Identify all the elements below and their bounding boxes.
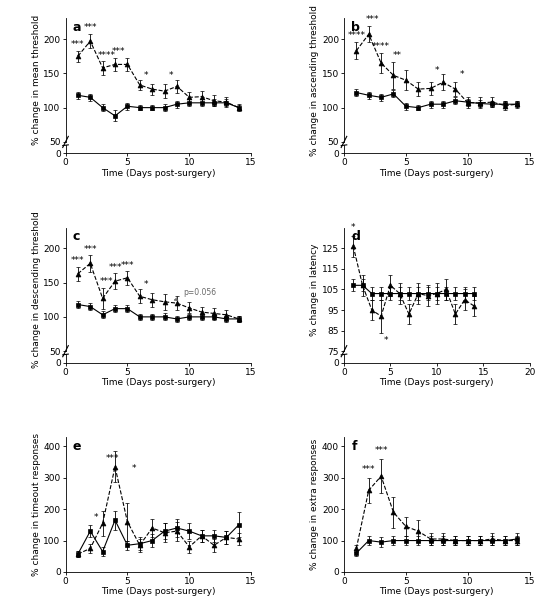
Text: ****: **** (372, 42, 390, 50)
Text: a: a (73, 21, 81, 34)
Text: ***: *** (84, 23, 97, 32)
Text: ***: *** (375, 446, 388, 455)
Text: ***: *** (362, 465, 376, 474)
Text: p=0.056: p=0.056 (174, 288, 216, 301)
Text: ***: *** (99, 277, 113, 286)
Text: ***: *** (121, 261, 134, 269)
Text: *: * (144, 280, 148, 289)
Text: f: f (352, 440, 357, 453)
Text: ****: **** (347, 31, 365, 41)
Text: ****: **** (97, 50, 115, 60)
Text: *: * (94, 514, 99, 522)
Y-axis label: % change in mean threshold: % change in mean threshold (32, 15, 40, 145)
Y-axis label: % change in ascending threshold: % change in ascending threshold (310, 5, 319, 156)
Text: *: * (351, 223, 355, 232)
Text: ***: *** (108, 263, 122, 272)
Text: *: * (383, 336, 388, 345)
Text: ***: *** (84, 245, 97, 254)
Text: ***: *** (106, 454, 119, 462)
X-axis label: Time (Days post-surgery): Time (Days post-surgery) (379, 378, 494, 387)
Text: c: c (73, 230, 80, 243)
X-axis label: Time (Days post-surgery): Time (Days post-surgery) (101, 378, 216, 387)
X-axis label: Time (Days post-surgery): Time (Days post-surgery) (379, 587, 494, 596)
X-axis label: Time (Days post-surgery): Time (Days post-surgery) (379, 169, 494, 178)
X-axis label: Time (Days post-surgery): Time (Days post-surgery) (101, 169, 216, 178)
Text: **: ** (393, 50, 402, 60)
Text: *: * (132, 464, 136, 473)
Text: ***: *** (366, 15, 379, 24)
Text: ***: *** (112, 47, 126, 56)
Text: ***: *** (71, 256, 85, 266)
Y-axis label: % change in timeout responses: % change in timeout responses (32, 433, 40, 576)
X-axis label: Time (Days post-surgery): Time (Days post-surgery) (101, 587, 216, 596)
Text: ***: *** (71, 39, 85, 49)
Text: e: e (73, 440, 81, 453)
Text: *: * (435, 66, 439, 74)
Y-axis label: % change in latency: % change in latency (310, 243, 319, 336)
Y-axis label: % change in extra responses: % change in extra responses (310, 439, 319, 570)
Text: d: d (352, 230, 360, 243)
Y-axis label: % change in descending threshold: % change in descending threshold (32, 211, 40, 368)
Text: *: * (144, 71, 148, 80)
Text: *: * (169, 71, 173, 80)
Text: b: b (352, 21, 360, 34)
Text: *: * (459, 70, 464, 79)
